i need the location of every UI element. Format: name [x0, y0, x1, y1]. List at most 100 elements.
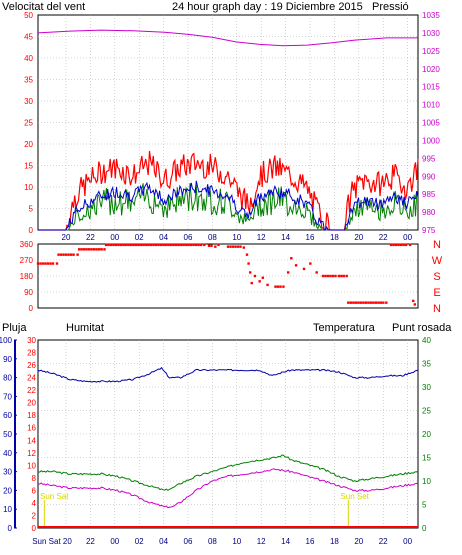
temp-x-tick-label: 08 — [208, 537, 217, 546]
direction-point — [242, 246, 246, 249]
pressure-line — [37, 29, 418, 47]
direction-point — [362, 301, 365, 304]
direction-point — [90, 248, 93, 251]
direction-point — [85, 248, 88, 251]
direction-point — [357, 301, 360, 304]
direction-point — [87, 248, 91, 251]
temperature-tick-label: 20 — [422, 430, 431, 439]
pressure-tick-label: 995 — [422, 154, 436, 163]
direction-point — [80, 248, 83, 251]
rain-tick-label: 24 — [27, 374, 36, 383]
direction-point — [279, 285, 282, 288]
direction-point — [127, 243, 130, 247]
direction-point — [369, 301, 373, 304]
direction-point — [199, 243, 203, 247]
direction-point — [49, 262, 52, 265]
direction-point — [302, 267, 306, 271]
direction-point — [187, 243, 190, 247]
direction-point — [389, 243, 393, 247]
temperature-tick-label: 10 — [422, 477, 431, 486]
wind-x-tick-label: 02 — [135, 233, 144, 242]
direction-point — [274, 285, 277, 288]
direction-point — [169, 243, 173, 247]
direction-point — [404, 243, 408, 247]
wind-tick-label: 40 — [24, 54, 33, 63]
direction-point — [377, 301, 380, 304]
direction-point — [352, 301, 355, 304]
direction-point — [217, 243, 220, 247]
direction-point — [276, 285, 280, 288]
direction-point — [392, 243, 395, 247]
rain-tick-label: 30 — [27, 336, 36, 345]
humidity-line — [37, 366, 419, 383]
direction-tick-label: 360 — [20, 240, 34, 249]
wind-x-tick-label: 20 — [62, 233, 71, 242]
direction-point — [399, 243, 403, 247]
pressure-tick-label: 1020 — [422, 65, 440, 74]
direction-point — [266, 283, 269, 287]
direction-point — [154, 243, 158, 247]
wind-x-tick-label: 10 — [232, 233, 241, 242]
direction-point — [122, 243, 125, 247]
direction-point — [72, 253, 75, 256]
direction-point — [210, 244, 213, 247]
temp-x-tick-label: 18 — [330, 537, 339, 546]
rain-tick-label: 0 — [32, 524, 37, 533]
compass-label: S — [433, 271, 440, 283]
tick-label-layer: 0510152025303540455097598098599099510001… — [0, 11, 443, 546]
pressure-tick-label: 1025 — [422, 47, 440, 56]
direction-point — [342, 274, 346, 278]
rain-tick-label: 18 — [27, 411, 36, 420]
direction-point — [51, 262, 55, 265]
grid-layer — [38, 15, 418, 528]
temperature-axis-title: Temperatura — [313, 322, 376, 334]
direction-point — [97, 248, 101, 251]
pressure-tick-label: 1035 — [422, 11, 440, 20]
direction-point — [69, 253, 73, 256]
direction-point — [117, 243, 120, 247]
humidity-tick-label: 80 — [3, 374, 12, 383]
direction-point — [184, 243, 188, 247]
temperature-tick-label: 15 — [422, 454, 431, 463]
direction-point — [103, 248, 106, 251]
wind-tick-label: 10 — [24, 183, 33, 192]
direction-point — [39, 262, 42, 265]
dewpoint-line — [37, 468, 419, 509]
direction-point — [315, 271, 318, 274]
direction-point — [152, 243, 155, 247]
wind-tick-label: 25 — [24, 119, 33, 128]
direction-point — [359, 301, 363, 304]
direction-point — [197, 243, 200, 247]
direction-point — [385, 301, 388, 304]
temperature-tick-label: 30 — [422, 383, 431, 392]
direction-point — [112, 243, 115, 247]
direction-point — [82, 248, 86, 251]
direction-point — [159, 243, 163, 247]
direction-point — [92, 248, 96, 251]
direction-point — [57, 253, 60, 256]
direction-point — [62, 253, 65, 256]
direction-point — [402, 243, 405, 247]
pressure-tick-label: 1005 — [422, 119, 440, 128]
temp-x-tick-label: Sun Sat 20 — [32, 537, 72, 546]
direction-point — [139, 243, 143, 247]
direction-point — [76, 253, 79, 256]
wind-gust-line — [38, 150, 419, 231]
humidity-tick-label: 70 — [3, 392, 12, 401]
direction-point — [329, 274, 332, 278]
humidity-tick-label: 40 — [3, 449, 12, 458]
temp-x-tick-label: 16 — [306, 537, 315, 546]
pressure-tick-label: 1010 — [422, 101, 440, 110]
direction-point — [364, 301, 368, 304]
compass-label: E — [433, 287, 440, 299]
direction-tick-label: 180 — [20, 272, 34, 281]
rain-tick-label: 16 — [27, 424, 36, 433]
humidity-tick-label: 60 — [3, 411, 12, 420]
direction-point — [413, 303, 417, 306]
direction-point — [95, 248, 98, 251]
humidity-tick-label: 10 — [3, 505, 12, 514]
pressure-tick-label: 975 — [422, 226, 436, 235]
direction-point — [77, 248, 81, 251]
direction-point — [294, 264, 298, 267]
